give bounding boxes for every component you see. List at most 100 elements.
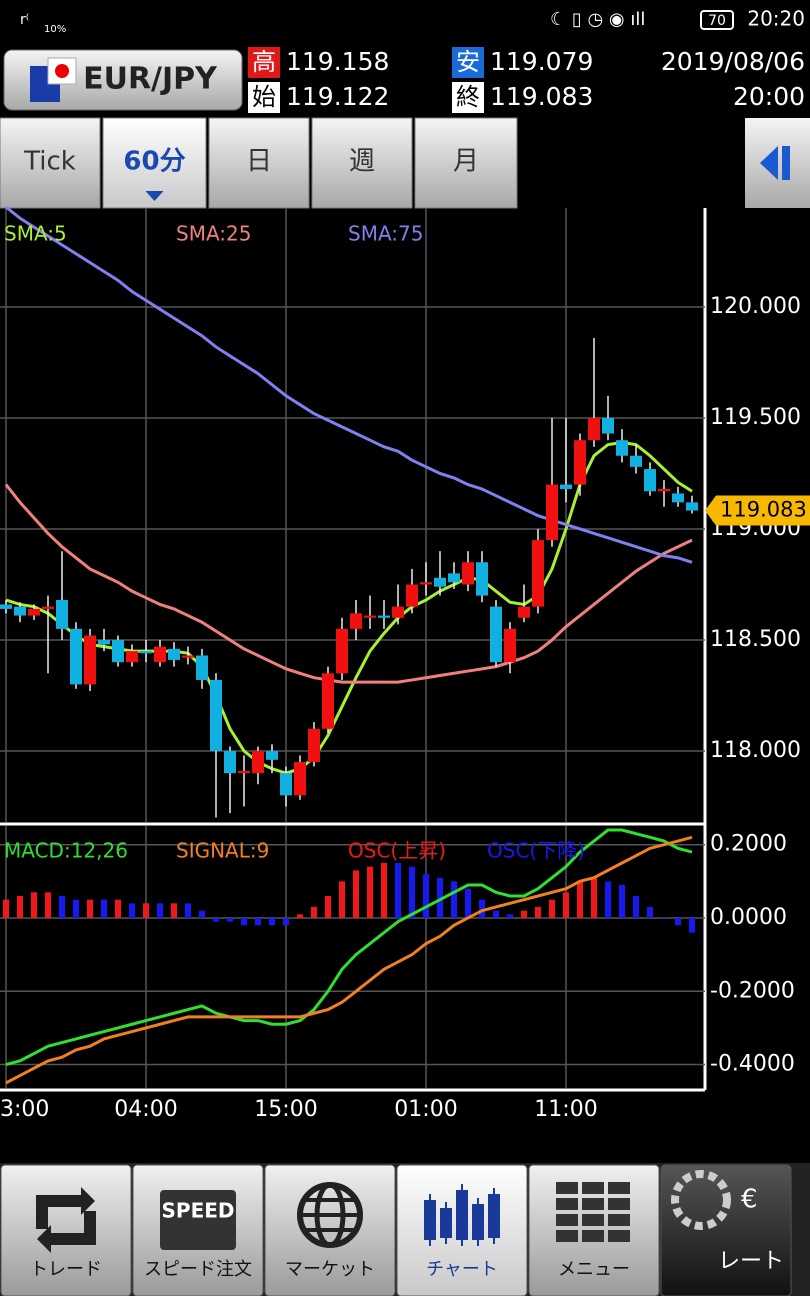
tab[interactable]: 日 <box>208 117 310 209</box>
tab[interactable]: 60分 <box>102 117 207 209</box>
battery-icon <box>700 10 734 30</box>
nav-icon <box>582 1230 604 1242</box>
osc-bar <box>339 881 345 918</box>
last-price-tag <box>705 495 810 526</box>
x-tick-label: 3:00 <box>0 1097 49 1122</box>
osc-bar <box>675 917 681 926</box>
high: 119.158 <box>286 47 389 76</box>
x-tick-label: 04:00 <box>114 1097 177 1122</box>
nav-button-bg <box>0 1164 132 1296</box>
nav-icon <box>440 1208 452 1238</box>
candle-body <box>266 750 278 760</box>
candle-body <box>14 606 26 616</box>
nav-label: レート <box>718 1249 784 1274</box>
candle-body <box>280 773 292 796</box>
candle-body <box>42 606 54 609</box>
nav-button[interactable]: SPEED スピード注文 <box>132 1164 264 1296</box>
nav-icon <box>556 1182 578 1194</box>
weather: 10% <box>44 24 66 35</box>
legend-entry: MACD:12,26 <box>4 839 128 863</box>
osc-bar <box>661 917 667 919</box>
y-tick-label: 118.500 <box>710 627 801 652</box>
candle-body <box>560 484 572 490</box>
candle-body <box>112 639 124 663</box>
osc-bar <box>129 903 135 918</box>
collapse-icon-bar <box>782 146 790 180</box>
candle-body <box>364 615 376 618</box>
battery: 70 <box>708 13 726 29</box>
status-icons: ☾ ▯ ◷ ◉ ıll <box>550 9 645 30</box>
tab-label: 週 <box>349 147 375 177</box>
tab-bg <box>311 117 413 209</box>
low-badge <box>452 47 484 78</box>
sma-line <box>5 205 693 564</box>
nav-button[interactable]: トレード <box>0 1164 132 1296</box>
tab-bg <box>414 117 518 209</box>
candle-body <box>434 577 446 587</box>
osc-bar <box>619 884 625 918</box>
y-tick-label: 120.000 <box>710 294 801 319</box>
candle-body <box>644 469 656 492</box>
collapse-button[interactable] <box>745 118 810 208</box>
date: 2019/08/06 <box>661 47 805 76</box>
osc-bar <box>577 881 583 918</box>
osc-bar <box>171 903 177 918</box>
nav-icon <box>582 1182 604 1194</box>
pair-button[interactable]: EUR/JPY <box>3 49 243 111</box>
candle-body <box>546 484 558 541</box>
legend-entry: SIGNAL:9 <box>176 839 269 863</box>
tab-label: 日 <box>246 147 272 177</box>
candle-body <box>588 417 600 441</box>
osc-bar <box>423 874 429 918</box>
tab[interactable]: 週 <box>311 117 413 209</box>
osc-bar <box>465 888 471 918</box>
close: 119.083 <box>490 82 593 111</box>
osc-bar <box>143 903 149 918</box>
osc-bar <box>227 917 233 922</box>
osc-bar <box>633 895 639 918</box>
nav-icon <box>300 1198 360 1232</box>
macd-line <box>5 828 693 1067</box>
candle-body <box>448 573 460 583</box>
nav-label: スピード注文 <box>144 1259 252 1280</box>
tab[interactable]: 月 <box>414 117 518 209</box>
y2-tick-label: 0.0000 <box>710 905 787 930</box>
osc-bar <box>605 881 611 918</box>
candle-body <box>210 679 222 751</box>
nav-icon <box>472 1204 484 1240</box>
candle-body <box>322 673 334 729</box>
osc-bar <box>479 899 485 918</box>
candle-body <box>126 651 138 663</box>
legend-entry: SMA:75 <box>348 222 423 246</box>
tab[interactable]: Tick <box>0 117 101 209</box>
y2-tick-label: 0.2000 <box>710 832 787 857</box>
osc-bar <box>73 899 79 918</box>
tab-indicator <box>145 191 164 201</box>
osc-bar <box>185 903 191 918</box>
nav-icon <box>456 1190 468 1240</box>
osc-bar <box>521 910 527 918</box>
chart-area: 3:00 04:00 15:00 01:00 11:00 118.000 118.500 11… <box>0 205 810 1122</box>
nav-button[interactable]: チャート <box>396 1164 528 1296</box>
nav-icon <box>608 1230 630 1242</box>
x-tick-label: 01:00 <box>394 1097 457 1122</box>
legend-entry: SMA:25 <box>176 222 251 246</box>
candle-body <box>392 606 404 618</box>
nav-button[interactable]: メニュー <box>528 1164 660 1296</box>
nav-icon <box>488 1194 500 1238</box>
candle-body <box>378 615 390 618</box>
collapse-icon <box>760 146 778 180</box>
osc-bar <box>45 892 51 918</box>
nav-button[interactable]: マーケット <box>264 1164 396 1296</box>
nav-button[interactable]: € レート <box>660 1164 792 1296</box>
osc-bar <box>255 917 261 926</box>
candle-body <box>196 655 208 680</box>
close-badge <box>452 82 484 113</box>
candle-body <box>84 635 96 685</box>
nav-icon <box>424 1200 436 1240</box>
osc-bar <box>689 917 695 933</box>
candle-body <box>504 628 516 663</box>
osc-bar <box>493 910 499 918</box>
nav-label: マーケット <box>285 1259 375 1280</box>
